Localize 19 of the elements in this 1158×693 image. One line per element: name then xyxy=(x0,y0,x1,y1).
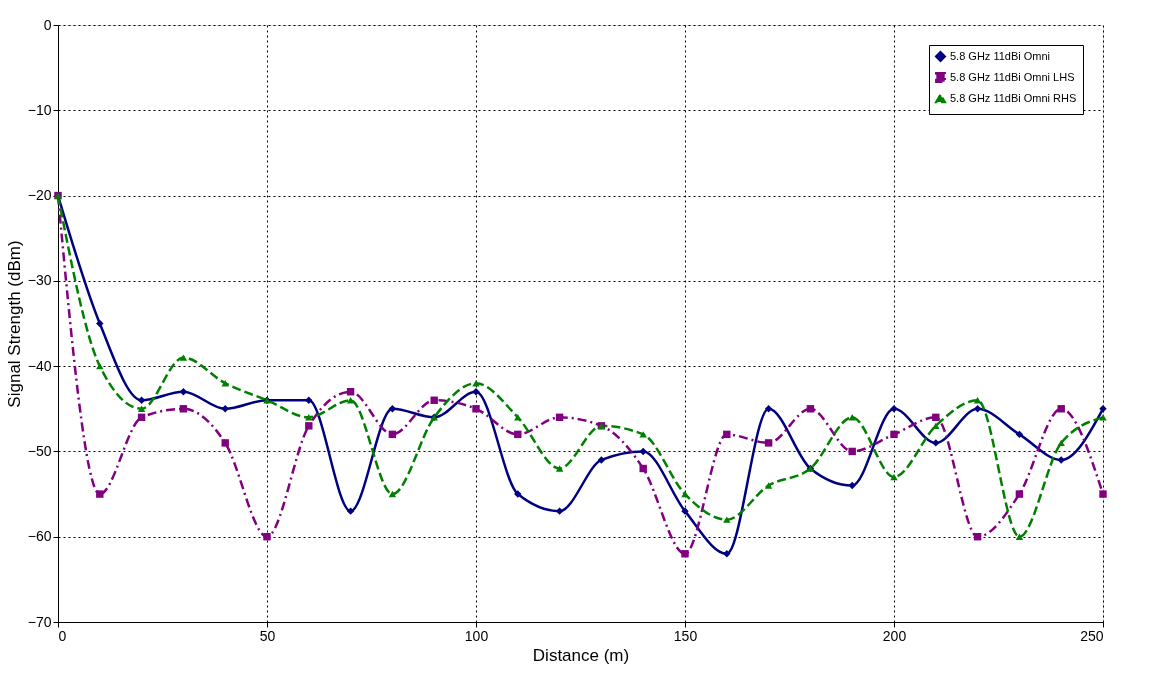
x-tick-label: 0 xyxy=(58,627,67,644)
legend-label: 5.8 GHz 11dBi Omni LHS xyxy=(950,70,1075,83)
x-tick-label: 150 xyxy=(673,627,698,644)
y-tick-label: −10 xyxy=(27,101,52,118)
x-tick-label: 250 xyxy=(1080,627,1104,644)
y-tick-label: −30 xyxy=(27,272,52,289)
x-tick-label: 200 xyxy=(882,627,907,644)
y-tick-label: −60 xyxy=(27,528,52,545)
legend-label: 5.8 GHz 11dBi Omni xyxy=(950,49,1051,62)
x-tick-label: 50 xyxy=(259,627,276,644)
y-tick-label: −50 xyxy=(27,442,52,459)
y-tick-label: −20 xyxy=(27,187,52,204)
x-axis-title: Distance (m) xyxy=(532,645,630,665)
legend-label: 5.8 GHz 11dBi Omni RHS xyxy=(950,91,1077,104)
y-tick-label: −40 xyxy=(27,357,52,374)
x-tick-label: 100 xyxy=(464,627,489,644)
y-axis-title: Signal Strength (dBm) xyxy=(4,240,24,408)
y-tick-label: 0 xyxy=(43,16,52,33)
y-tick-label: −70 xyxy=(27,613,52,630)
